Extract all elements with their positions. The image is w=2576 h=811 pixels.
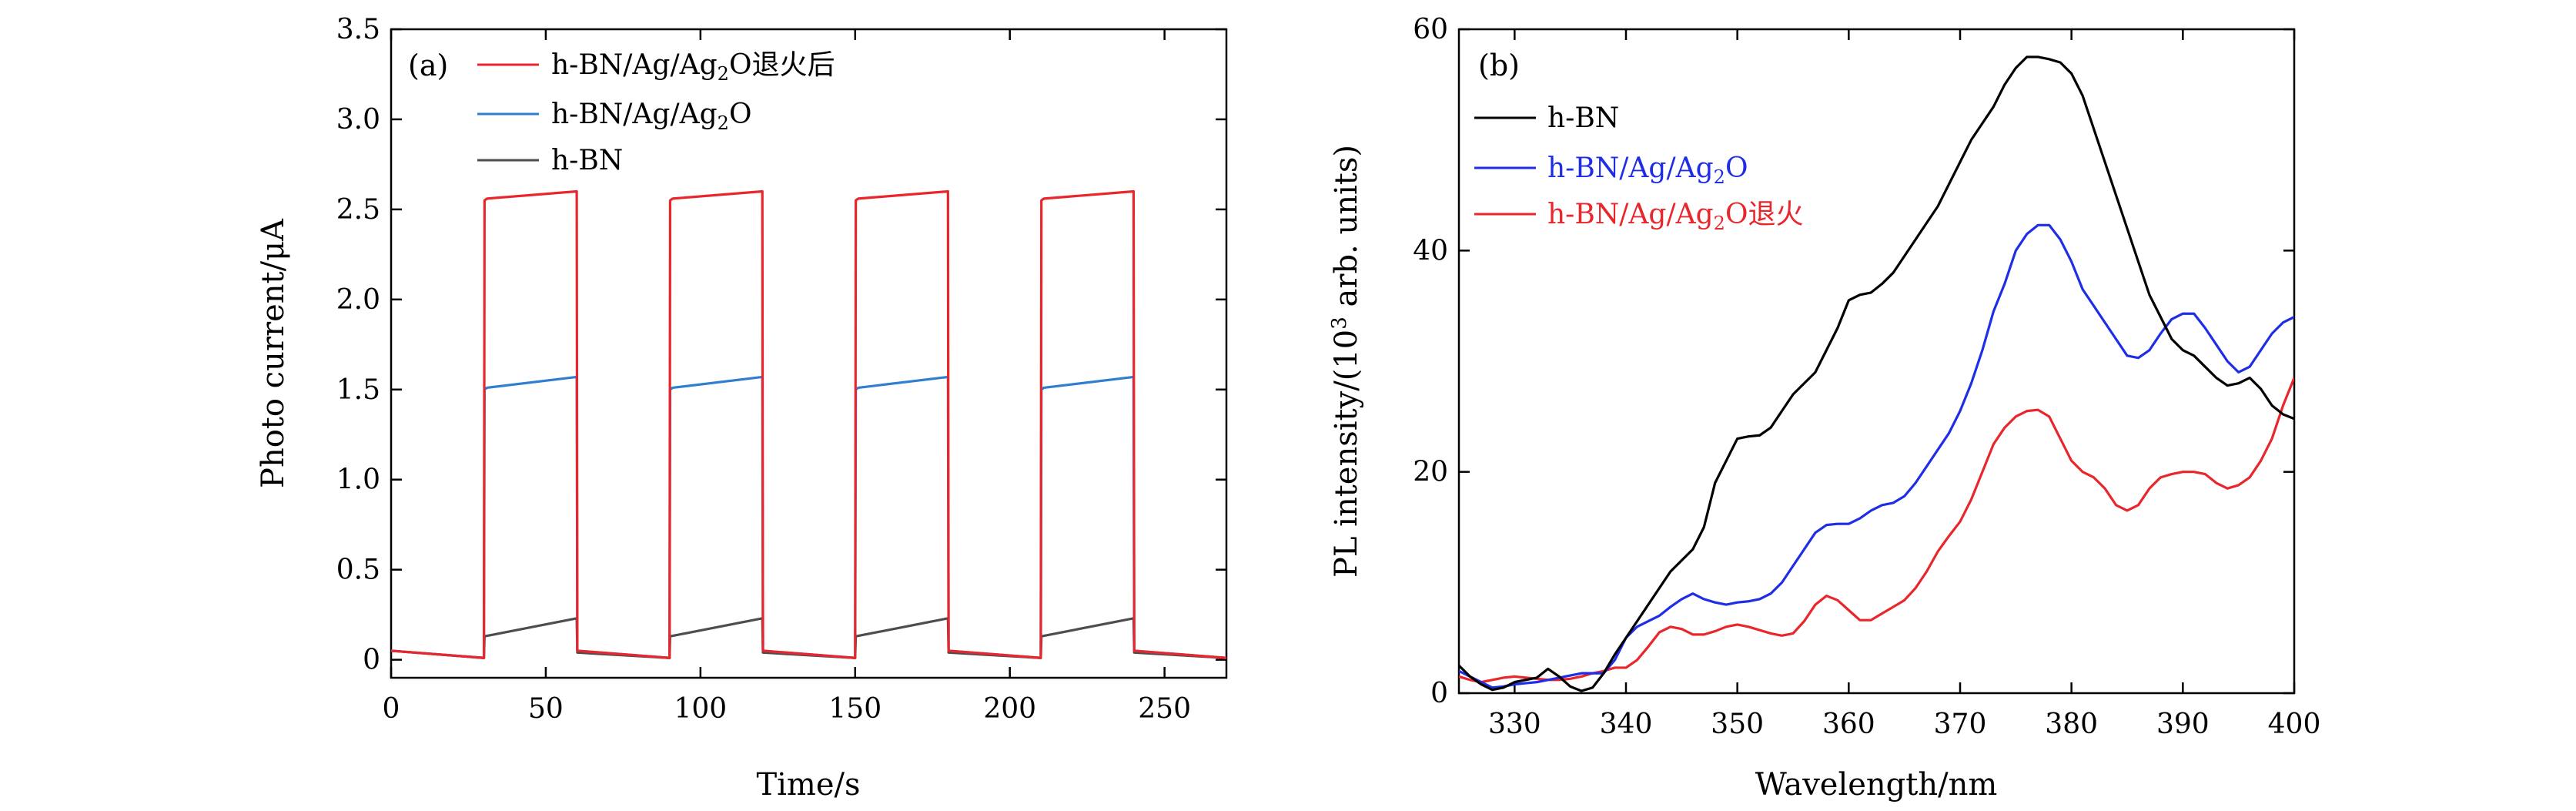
- panel-a-tick-labels: 0 50 100 150 200 250 0 0.5 1.0 1.5 2.0 2.5 3.0 3.5: [336, 14, 1191, 725]
- panel-b-series-line-2: [1459, 377, 2294, 684]
- panel-a-x-axis-title: Time/s: [756, 767, 860, 803]
- panel-a-photocurrent-chart: 0 50 100 150 200 250 0 0.5 1.0 1.5 2.0 2.5 3.0 3.5 (a…: [256, 14, 1228, 803]
- panel-b-x-tick-label: 370: [1934, 709, 1987, 740]
- panel-a-y-tick-label: 3.5: [336, 14, 380, 45]
- panel-a-plot-frame: [390, 28, 1228, 679]
- panel-a-x-tick-label: 50: [528, 693, 564, 725]
- panel-b-label: (b): [1478, 49, 1520, 82]
- panel-b-x-tick-label: 340: [1600, 709, 1653, 740]
- panel-a-x-tick-label: 250: [1138, 693, 1191, 725]
- panel-b-y-tick-label: 20: [1413, 457, 1448, 488]
- panel-b-x-tick-label: 400: [2268, 709, 2321, 740]
- panel-a-x-tick-label: 0: [383, 693, 400, 725]
- panel-a-y-tick-label: 2.5: [336, 194, 380, 226]
- panel-a-legend: h-BN/Ag/Ag2O退火后 h-BN/Ag/Ag2O h-BN: [477, 49, 835, 176]
- panel-b-y-tick-label: 60: [1413, 14, 1448, 45]
- panel-a-series-line-1: [391, 375, 1226, 659]
- panel-a-y-tick-label: 0.5: [336, 555, 380, 586]
- panel-a-x-tick-label: 200: [983, 693, 1036, 725]
- panel-a-y-tick-label: 1.5: [336, 374, 380, 406]
- panel-b-pl-spectrum-chart: 330 340 350 360 370 380 390 400 0 20 40 60 (b) h-BN…: [1328, 14, 2320, 803]
- panel-a-ticks: [390, 28, 1226, 678]
- panel-a-series-line-2: [391, 617, 1226, 659]
- panel-a-y-axis-title: Photo current/μA: [256, 218, 291, 488]
- panel-b-tick-labels: 330 340 350 360 370 380 390 400 0 20 40 60: [1413, 14, 2320, 740]
- panel-a-y-tick-label: 0: [363, 645, 380, 676]
- panel-a-series-line-0: [391, 189, 1226, 659]
- panel-a-y-tick-label: 2.0: [336, 284, 380, 316]
- legend-a-label-composite: h-BN/Ag/Ag2O: [551, 99, 751, 134]
- panel-b-y-axis-title: PL intensity/(103 arb. units): [1328, 145, 1364, 578]
- panel-b-series-line-1: [1459, 223, 2294, 689]
- panel-a-y-tick-label: 3.0: [336, 104, 380, 136]
- panel-a-x-tick-label: 100: [674, 693, 727, 725]
- panel-b-y-tick-label: 0: [1430, 678, 1448, 709]
- panel-b-x-tick-label: 350: [1711, 709, 1764, 740]
- panel-b-x-tick-label: 360: [1822, 709, 1875, 740]
- legend-b-label-annealed: h-BN/Ag/Ag2O退火: [1547, 199, 1803, 234]
- panel-b-legend: h-BN h-BN/Ag/Ag2O h-BN/Ag/Ag2O退火: [1474, 102, 1803, 234]
- legend-a-label-annealed: h-BN/Ag/Ag2O退火后: [551, 49, 835, 85]
- panel-a-x-tick-label: 150: [828, 693, 882, 725]
- panel-b-x-tick-label: 390: [2156, 709, 2210, 740]
- panel-a-series: [391, 189, 1226, 659]
- panel-b-series: [1459, 55, 2294, 692]
- legend-a-label-hbn: h-BN: [551, 145, 623, 176]
- panel-b-series-line-0: [1459, 55, 2294, 692]
- panel-b-plot-frame: [1457, 28, 2296, 695]
- panel-b-x-tick-label: 380: [2045, 709, 2098, 740]
- panel-a-label: (a): [408, 49, 448, 82]
- panel-a-y-tick-label: 1.0: [336, 464, 380, 496]
- panel-b-y-tick-label: 40: [1413, 235, 1448, 266]
- legend-b-label-composite: h-BN/Ag/Ag2O: [1547, 152, 1748, 188]
- legend-b-label-hbn: h-BN: [1547, 102, 1619, 134]
- panel-b-x-tick-label: 330: [1488, 709, 1541, 740]
- panel-b-x-axis-title: Wavelength/nm: [1755, 767, 1998, 803]
